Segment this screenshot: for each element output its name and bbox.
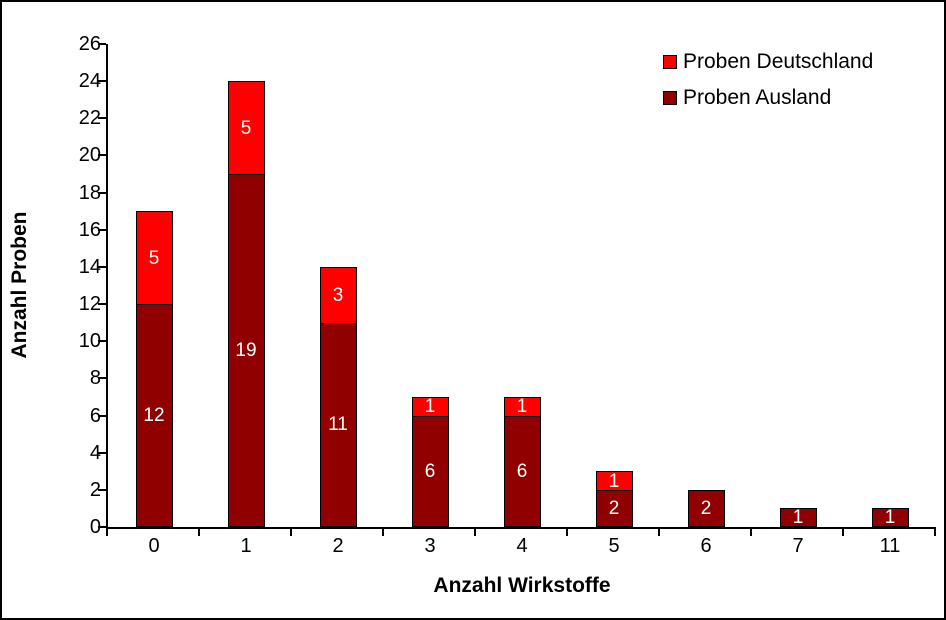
bar-value-label: 3: [332, 284, 344, 306]
bar-stack-2: 11 3: [319, 266, 357, 527]
x-axis-tick-label: 7: [792, 535, 804, 557]
y-axis-tick: [98, 117, 106, 120]
bar-segment-deutschland: 5: [227, 81, 265, 175]
y-axis-tick-label: 18: [78, 181, 101, 204]
bar-value-label: 6: [516, 460, 528, 482]
bar-segment-deutschland: 3: [319, 266, 357, 323]
y-axis-tick-label: 0: [89, 516, 101, 538]
bar-stack-7: 1: [779, 507, 817, 529]
y-axis-tick-label: 6: [89, 404, 101, 427]
x-axis-title: Anzahl Wirkstoffe: [433, 574, 611, 597]
bar-value-label: 1: [608, 470, 620, 492]
y-axis-tick-label: 24: [78, 70, 101, 93]
x-axis-line: [106, 527, 936, 529]
y-axis-tick: [98, 228, 106, 231]
bar-segment-ausland: 1: [779, 507, 817, 529]
y-axis-tick: [98, 488, 106, 491]
y-axis-tick-label: 2: [89, 478, 101, 501]
y-axis-tick: [98, 80, 106, 83]
y-axis-tick-label: 20: [78, 144, 101, 167]
bar-value-label: 5: [240, 117, 252, 139]
x-axis-tick-label: 0: [148, 535, 160, 557]
bar-segment-deutschland: 1: [411, 396, 449, 418]
x-axis-tick-label: 2: [332, 535, 344, 557]
legend-item-ausland: Proben Ausland: [663, 86, 873, 109]
bar-segment-ausland: 6: [411, 415, 449, 527]
y-axis-tick-label: 8: [89, 367, 101, 390]
bar-segment-deutschland: 1: [503, 396, 541, 418]
x-axis-tick: [198, 529, 200, 536]
bar-value-label: 2: [608, 497, 620, 519]
bar-value-label: 1: [516, 396, 528, 418]
bar-value-label: 2: [700, 497, 712, 519]
x-axis-tick-label: 3: [424, 535, 436, 557]
bar-segment-deutschland: 5: [135, 211, 173, 305]
bar-value-label: 6: [424, 460, 436, 482]
legend-swatch-ausland: [663, 90, 677, 105]
x-axis-tick: [658, 529, 660, 536]
bar-stack-0: 12 5: [135, 211, 173, 527]
bar-value-label: 1: [424, 396, 436, 418]
legend-label-ausland: Proben Ausland: [683, 85, 832, 109]
bar-stack-6: 2: [687, 489, 725, 527]
bar-value-label: 5: [148, 247, 160, 269]
y-axis-tick: [98, 303, 106, 306]
bar-value-label: 12: [143, 405, 165, 427]
y-axis-tick-label: 14: [78, 255, 101, 278]
x-axis-tick: [566, 529, 568, 536]
bar-segment-ausland: 12: [135, 304, 173, 527]
bar-segment-deutschland: 1: [595, 470, 633, 492]
plot-area: 12 5 19 5 11 3 6 1 6 1 2 1 2 1 1: [98, 43, 936, 536]
y-axis-tick: [98, 191, 106, 194]
bar-value-label: 1: [884, 507, 896, 529]
legend: Proben Deutschland Proben Ausland: [663, 50, 873, 122]
bar-segment-ausland: 2: [687, 489, 725, 527]
y-axis-tick-label: 4: [89, 441, 101, 464]
y-axis-tick: [98, 414, 106, 417]
y-axis-tick-label: 22: [78, 107, 101, 130]
legend-swatch-deutschland: [663, 54, 677, 69]
x-axis-tick: [474, 529, 476, 536]
y-axis-tick: [98, 526, 106, 528]
y-axis-tick: [98, 43, 106, 45]
x-axis-tick-label: 6: [700, 535, 712, 557]
bar-value-label: 11: [328, 414, 348, 436]
y-axis-tick: [98, 265, 106, 268]
bar-segment-ausland: 11: [319, 322, 357, 527]
legend-label-deutschland: Proben Deutschland: [683, 49, 874, 73]
y-axis-tick-label: 26: [78, 33, 101, 55]
bar-stack-11: 1: [871, 507, 909, 529]
bar-stack-1: 19 5: [227, 81, 265, 527]
x-axis-tick-label: 4: [516, 535, 528, 557]
y-axis-tick-label: 12: [78, 293, 101, 316]
y-axis-tick: [98, 340, 106, 343]
y-axis-tick: [98, 377, 106, 380]
x-axis-tick: [842, 529, 844, 536]
y-axis-tick: [98, 451, 106, 454]
y-axis-line: [106, 44, 108, 529]
x-axis-tick-label: 11: [879, 535, 901, 557]
x-axis-tick: [290, 529, 292, 536]
y-axis-title: Anzahl Proben: [8, 211, 31, 359]
legend-item-deutschland: Proben Deutschland: [663, 50, 873, 73]
x-axis-tick-label: 1: [240, 535, 252, 557]
y-axis-tick: [98, 154, 106, 157]
x-axis-tick: [382, 529, 384, 536]
bar-value-label: 19: [235, 340, 257, 362]
bar-segment-ausland: 1: [871, 507, 909, 529]
bar-segment-ausland: 6: [503, 415, 541, 527]
x-axis-tick: [106, 529, 108, 536]
bar-value-label: 1: [792, 507, 804, 529]
x-axis-tick: [750, 529, 752, 536]
y-axis-tick-label: 10: [78, 330, 101, 353]
x-axis-tick-label: 5: [608, 535, 620, 557]
x-axis-tick: [934, 529, 936, 536]
bar-segment-ausland: 19: [227, 174, 265, 527]
y-axis-tick-label: 16: [78, 218, 101, 241]
bar-segment-ausland: 2: [595, 489, 633, 527]
